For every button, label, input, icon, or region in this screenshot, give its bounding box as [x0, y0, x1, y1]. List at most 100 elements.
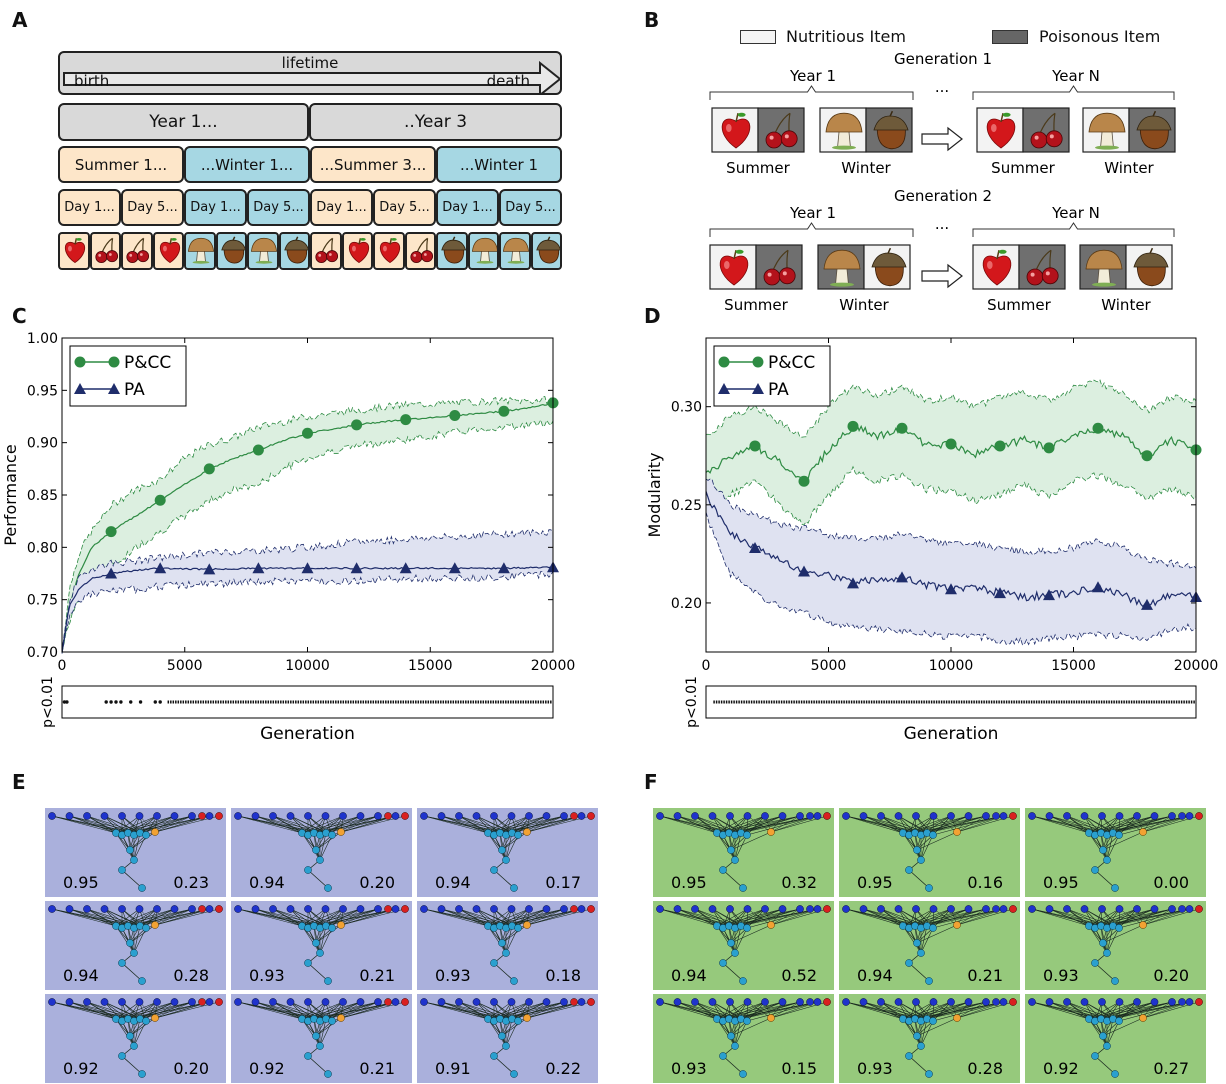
- data-point: [1092, 422, 1104, 434]
- data-point: [203, 563, 216, 575]
- apple-icon: [159, 237, 180, 264]
- performance-value: 0.91: [435, 1059, 471, 1078]
- day-block: Day 5...: [499, 189, 562, 226]
- season-label: ...Summer 3...: [319, 155, 427, 174]
- panel-label-f: F: [644, 770, 658, 794]
- season-caption: Winter: [1101, 296, 1151, 314]
- season-caption: Summer: [991, 159, 1055, 177]
- performance-value: 0.93: [249, 966, 285, 985]
- band-lower-line: [61, 418, 554, 652]
- x-tick-label: 20000: [531, 658, 576, 674]
- modularity-value: 0.17: [545, 873, 581, 892]
- mushroom-icon: [825, 112, 863, 150]
- acorn-icon: [873, 110, 909, 150]
- food-item-cell: [215, 232, 247, 270]
- food-item-cell: [341, 232, 373, 270]
- year-label: ..Year 3: [403, 112, 468, 132]
- apple-icon: [348, 237, 369, 264]
- season-block: ...Summer 3...: [310, 146, 436, 183]
- performance-value: 0.95: [671, 873, 707, 892]
- confidence-band: [62, 396, 553, 653]
- network-cell: 0.93 0.20: [1025, 901, 1206, 990]
- food-item-cell: [58, 232, 90, 270]
- day-block: Day 1...: [310, 189, 373, 226]
- data-point: [1043, 442, 1055, 454]
- modularity-value: 0.20: [359, 873, 395, 892]
- performance-value: 0.93: [435, 966, 471, 985]
- network-cell: 0.95 0.00: [1025, 808, 1206, 897]
- day-label: Day 1...: [442, 200, 493, 215]
- x-axis-label: Generation: [904, 724, 999, 744]
- y-tick-label: 0.75: [27, 593, 58, 609]
- performance-value: 0.92: [1043, 1059, 1079, 1078]
- network-cell: 0.95 0.16: [839, 808, 1020, 897]
- y-tick-label: 1.00: [27, 331, 58, 347]
- legend-label: P&CC: [768, 353, 815, 373]
- apple-icon: [64, 237, 86, 264]
- data-point: [749, 440, 761, 452]
- modularity-chart: 0 5000 10000 15000 20000 0.20 0.25 0.30 Modulari…: [645, 337, 1218, 744]
- data-point: [896, 422, 908, 434]
- y-tick-label: 0.85: [27, 488, 58, 504]
- network-cell: 0.94 0.17: [417, 808, 598, 897]
- significance-mark: [158, 700, 162, 704]
- day-block: Day 1...: [58, 189, 121, 226]
- network-cell: 0.92 0.20: [45, 994, 226, 1083]
- cherry-icon: [126, 237, 150, 263]
- day-block: Day 5...: [247, 189, 310, 226]
- significance-mark: [65, 700, 69, 704]
- season-caption: Summer: [724, 296, 788, 314]
- band-upper-line: [705, 379, 1197, 438]
- performance-value: 0.95: [1043, 873, 1079, 892]
- network-cell: 0.95 0.32: [653, 808, 834, 897]
- modularity-value: 0.21: [359, 966, 395, 985]
- mushroom-icon: [471, 237, 497, 264]
- modularity-value: 0.20: [173, 1059, 209, 1078]
- band-upper-line: [61, 396, 554, 653]
- year-block: ..Year 3: [309, 103, 562, 141]
- performance-value: 0.94: [435, 873, 471, 892]
- generation-diagram: Generation 1 Year 1... Year N Summer Winter S…: [709, 50, 1176, 314]
- data-point: [449, 409, 461, 421]
- acorn-icon: [535, 236, 560, 264]
- x-axis-label: Generation: [260, 724, 355, 744]
- data-point: [497, 562, 510, 574]
- significance-mark: [138, 700, 143, 704]
- legend: [713, 345, 831, 407]
- significance-strip: [61, 685, 554, 719]
- food-item-cell: [278, 232, 310, 270]
- network-cell: 0.91 0.22: [417, 994, 598, 1083]
- significance-label: p<0.01: [40, 676, 56, 728]
- data-point: [798, 565, 810, 577]
- season-caption: Winter: [839, 296, 889, 314]
- data-point: [252, 562, 265, 574]
- band-lower-line: [705, 465, 1197, 526]
- confidence-band: [706, 479, 1196, 645]
- performance-value: 0.95: [857, 873, 893, 892]
- nutritious-legend-label: Nutritious Item: [786, 27, 906, 46]
- significance-mark: [104, 700, 108, 704]
- y-tick-label: 0.70: [27, 645, 58, 661]
- significance-mark: [62, 700, 67, 704]
- performance-value: 0.94: [249, 873, 285, 892]
- data-point: [798, 475, 810, 487]
- death-label: death: [486, 72, 530, 90]
- performance-value: 0.93: [671, 1059, 707, 1078]
- data-point: [400, 414, 412, 426]
- cherry-icon: [409, 237, 433, 263]
- season-block: ...Winter 1...: [184, 146, 310, 183]
- season-block: ...Winter 1: [436, 146, 562, 183]
- lifetime-arrow-icon: [63, 61, 562, 93]
- food-item-cell: [121, 232, 153, 270]
- modularity-value: 0.21: [359, 1059, 395, 1078]
- y-tick-label: 0.20: [671, 596, 702, 612]
- x-tick-label: 10000: [285, 658, 330, 674]
- season-block: Summer 1...: [58, 146, 184, 183]
- performance-value: 0.92: [249, 1059, 285, 1078]
- network-cell: 0.95 0.23: [45, 808, 226, 897]
- lifetime-schedule-panel: lifetime birth death Year 1... ..Year 3 …: [55, 48, 565, 274]
- acorn-icon: [220, 236, 245, 264]
- apple-icon: [721, 112, 751, 149]
- season-caption: Winter: [1104, 159, 1154, 177]
- food-item-cell: [499, 232, 531, 270]
